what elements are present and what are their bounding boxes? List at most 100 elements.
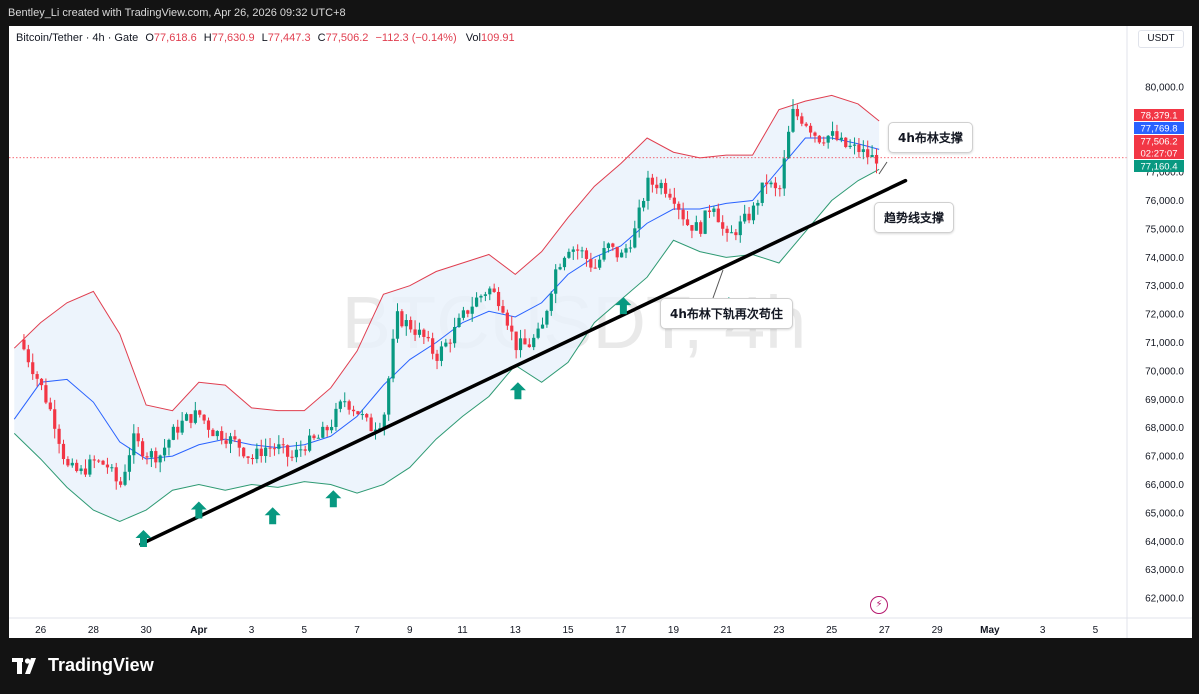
bollinger-upper-band [13,94,880,412]
chart-panel[interactable]: BTCUSDT, 4h 80,000.079,000.078,000.077,0… [9,26,1192,638]
candle-body [804,123,808,126]
currency-unit-button[interactable]: USDT [1138,30,1184,48]
candle-body [773,182,778,189]
candle-body [848,145,852,147]
y-tick-label: 72,000.0 [1145,310,1184,321]
candle-body [646,177,650,201]
candle-body [496,291,501,307]
candle-body [844,137,848,147]
candle-body [373,429,378,432]
price-chart[interactable]: BTCUSDT, 4h 80,000.079,000.078,000.077,0… [9,26,1192,638]
candle-body [189,414,193,423]
candle-body [598,259,602,268]
candle-body [650,177,654,185]
x-tick-label: Apr [190,625,207,636]
candle-body [356,411,360,415]
candle-body [413,329,417,335]
candle-body [514,331,518,351]
candle-body [325,426,329,431]
candle-body [382,414,386,429]
candle-body [22,339,26,350]
candle-body [277,444,281,449]
open-value: 77,618.6 [153,32,197,44]
candle-body [826,135,830,143]
candle-body [782,158,786,189]
candle-body [677,203,681,210]
candle-body [101,460,105,465]
candle-body [176,426,180,433]
candle-body [624,248,628,253]
candle-body [483,294,487,296]
candle-body [791,108,795,132]
price-tag [1134,147,1184,159]
candle-body [765,182,769,185]
candle-body [237,439,241,448]
candle-body [554,269,558,294]
candle-body [92,459,96,461]
candle-body [510,325,514,332]
candle-body [136,433,140,442]
support-arrow-icon [135,529,152,547]
y-tick-label: 70,000.0 [1145,366,1184,377]
candle-body [369,417,373,432]
support-arrow-icon [509,382,526,400]
x-tick-label: 29 [932,625,944,636]
callout-pointer-lower-band [712,269,724,299]
candle-body [259,448,263,457]
candle-body [589,258,593,268]
candle-body [83,468,88,475]
candle-body [830,131,835,136]
candle-body [211,429,215,437]
candle-body [545,310,549,325]
candle-body [281,444,285,446]
x-tick-label: 5 [1093,625,1099,636]
candle-body [606,243,611,249]
trendline [139,178,908,546]
candle-body [224,440,228,444]
candle-body [602,248,606,260]
candle-body [725,228,729,233]
y-tick-label: 73,000.0 [1145,281,1184,292]
candle-body [286,445,290,457]
x-tick-label: 17 [615,625,627,636]
candle-body [422,329,426,337]
support-arrow-icon [615,297,632,315]
candle-body [453,326,457,344]
candle-body [198,410,202,415]
candle-body [70,462,74,466]
price-tag-label: 77,506.2 [1141,137,1178,148]
candle-body [400,311,404,327]
candle-body [822,142,826,144]
candle-body [461,310,466,318]
bollinger-lower-band [13,168,880,522]
y-tick-label: 76,000.0 [1145,196,1184,207]
x-tick-label: 5 [302,625,308,636]
candle-body [409,320,413,330]
x-tick-label: 19 [668,625,680,636]
candle-body [250,457,255,460]
flash-icon[interactable]: ⚡ [870,596,888,614]
brand[interactable]: TradingView [12,655,154,676]
close-label: C [317,32,326,44]
candle-body [61,443,66,460]
x-tick-label: 9 [407,625,413,636]
candle-body [540,324,545,329]
candle-body [268,447,272,449]
candle-body [492,288,496,292]
bottom-bar: TradingView [0,638,1199,694]
y-tick-label: 65,000.0 [1145,508,1184,519]
symbol-name[interactable]: Bitcoin/Tether · 4h · Gate [16,32,139,44]
candle-body [343,401,347,403]
x-tick-label: 28 [88,625,100,636]
y-tick-label: 62,000.0 [1145,594,1184,605]
y-tick-label: 68,000.0 [1145,423,1184,434]
y-tick-label: 75,000.0 [1145,224,1184,235]
candle-body [44,385,48,403]
candle-body [523,338,527,345]
x-tick-label: 26 [35,625,47,636]
candle-body [290,456,294,458]
candle-body [870,154,874,158]
candle-body [202,414,206,421]
support-arrow-icon [190,501,207,519]
